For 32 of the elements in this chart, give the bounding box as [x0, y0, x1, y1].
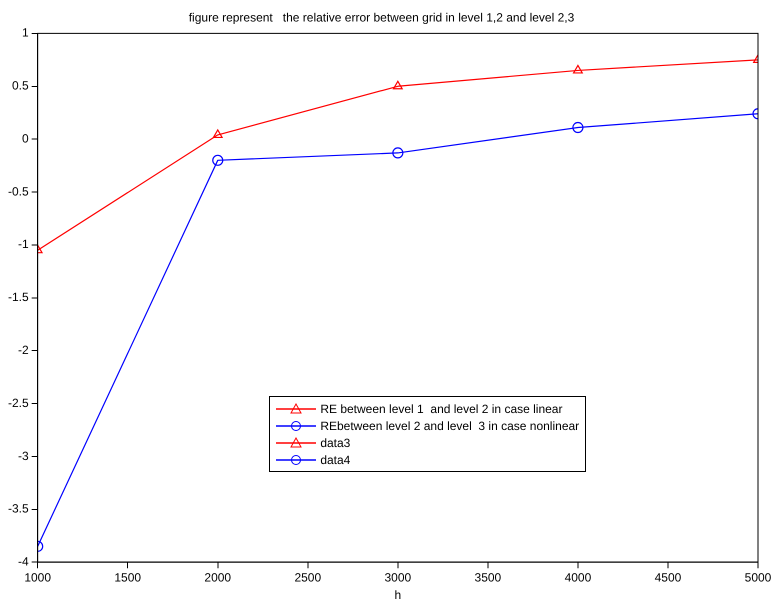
y-tick-label: -3.5 — [8, 502, 29, 516]
legend-label: RE between level 1 and level 2 in case linear — [320, 402, 562, 416]
legend-label: data4 — [320, 452, 350, 467]
y-tick-label: 1 — [22, 26, 29, 40]
y-tick-label: -3 — [18, 448, 29, 463]
point — [392, 147, 404, 159]
point — [392, 80, 403, 90]
y-tick-label: -4 — [18, 554, 29, 569]
point — [212, 154, 224, 166]
x-tick-label: 2500 — [294, 570, 322, 585]
legend-label: REbetween level 2 and level 3 in case nonlinear — [320, 418, 580, 433]
x-tick-label: 3500 — [474, 570, 502, 585]
y-tick-label: -2.5 — [8, 396, 29, 410]
legend-label: data3 — [320, 436, 350, 450]
y-tick-label: 0 — [22, 131, 29, 146]
point — [572, 64, 583, 74]
x-tick-label: 4500 — [654, 570, 682, 585]
x-tick-label: 1500 — [114, 570, 142, 585]
y-tick-label: -2 — [18, 342, 29, 357]
x-tick-label: 4000 — [564, 570, 592, 585]
y-tick-label: -1.5 — [8, 290, 29, 304]
chart-title: figure represent the relative error between grid in level 1,2 and level 2,3 — [188, 10, 575, 25]
y-tick-label: 0.5 — [12, 78, 29, 93]
x-axis-title: h — [394, 588, 402, 602]
x-tick-label: 5000 — [744, 570, 772, 585]
x-tick-label: 2000 — [204, 570, 232, 585]
x-tick-label: 1000 — [24, 570, 52, 585]
point — [212, 129, 223, 138]
x-tick-label: 3000 — [384, 570, 412, 585]
y-tick-label: -0.5 — [8, 184, 29, 198]
point — [572, 122, 584, 134]
y-tick-label: -1 — [18, 237, 29, 252]
